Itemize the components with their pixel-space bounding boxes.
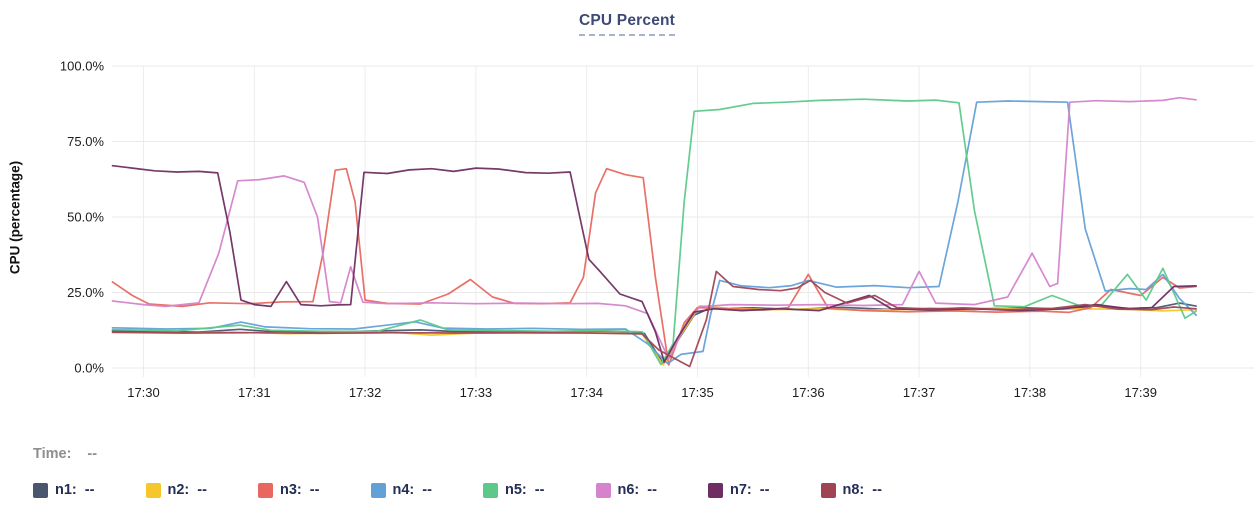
legend-swatch-n7 [708, 482, 723, 498]
legend-swatch-n4 [370, 482, 386, 498]
legend-swatch-n3 [258, 482, 273, 498]
legend-value-n6: -- [647, 482, 657, 498]
series-n3-line [111, 167, 1197, 366]
x-tick-label: 17:35 [681, 385, 714, 400]
cpu-chart[interactable]: 0.0%25.0%50.0%75.0%100.0% 17:30 17:31 17:3… [0, 38, 1254, 450]
x-tick-label: 17:37 [903, 385, 936, 400]
y-tick-label: 50.0% [67, 210, 104, 225]
x-tick-label: 17:32 [349, 385, 382, 400]
legend-item-n6[interactable]: n6: -- [595, 482, 671, 498]
x-tick-label: 17:36 [792, 385, 825, 400]
legend-item-n2[interactable]: n2: -- [145, 482, 221, 498]
x-tick-label: 17:30 [127, 385, 160, 400]
chart-header: CPU Percent [0, 12, 1254, 36]
series-n5-line [111, 98, 1197, 366]
legend-swatch-n2 [145, 482, 161, 498]
legend-swatch-n8 [820, 482, 836, 498]
legend-item-n5[interactable]: n5: -- [483, 482, 558, 498]
x-tick-label: 17:33 [460, 385, 493, 400]
x-tick-label: 17:34 [570, 385, 603, 400]
legend-label-n1: n1: [55, 482, 77, 498]
time-value: -- [87, 446, 98, 462]
legend-item-n7[interactable]: n7: -- [708, 482, 783, 498]
legend-item-n3[interactable]: n3: -- [258, 482, 333, 498]
legend-label-n3: n3: [280, 482, 302, 498]
legend-value-n7: -- [759, 482, 770, 498]
legend-value-n3: -- [309, 482, 320, 498]
x-axis-tick-labels: 17:30 17:31 17:32 17:33 17:34 17:35 17:36 17:37… [127, 385, 1157, 400]
legend-value-n5: -- [534, 482, 545, 498]
y-tick-label: 0.0% [74, 361, 104, 376]
time-readout: Time: -- [33, 446, 97, 462]
legend-value-n1: -- [84, 482, 95, 498]
series-n4-line [111, 100, 1197, 365]
series-lines [111, 96, 1197, 368]
legend-value-n8: -- [872, 482, 882, 498]
legend-value-n4: -- [422, 482, 432, 498]
series-n8-line [111, 270, 1197, 368]
legend-label-n5: n5: [505, 482, 527, 498]
y-tick-label: 100.0% [60, 59, 105, 74]
legend-label-n8: n8: [842, 482, 865, 498]
legend-item-n8[interactable]: n8: -- [820, 482, 896, 498]
vertical-gridlines [143, 66, 1142, 377]
y-tick-label: 75.0% [67, 134, 104, 149]
x-tick-label: 17:39 [1124, 385, 1157, 400]
legend-item-n4[interactable]: n4: -- [370, 482, 446, 498]
x-tick-label: 17:31 [238, 385, 271, 400]
legend-value-n2: -- [197, 482, 207, 498]
legend-swatch-n5 [483, 482, 498, 498]
series-n6-line [111, 96, 1197, 360]
y-axis-tick-labels: 0.0% 25.0% 50.0% 75.0% 100.0% [60, 59, 105, 376]
y-axis-title: CPU (percentage) [7, 160, 23, 275]
legend-label-n6: n6: [617, 482, 640, 498]
series-n7-line [111, 164, 1197, 363]
x-tick-label: 17:38 [1014, 385, 1047, 400]
legend-item-n1[interactable]: n1: -- [33, 482, 108, 498]
time-label: Time: [33, 446, 72, 462]
y-tick-label: 25.0% [67, 285, 104, 300]
legend-label-n7: n7: [730, 482, 752, 498]
legend-swatch-n1 [33, 482, 48, 498]
chart-title[interactable]: CPU Percent [578, 12, 676, 36]
series-n2-line [111, 304, 1197, 366]
legend-swatch-n6 [595, 482, 611, 498]
legend-label-n4: n4: [392, 482, 415, 498]
series-legend: n1: -- n2: -- n3: -- n4: -- n5: -- n6: -- n7: -- n8: -- [33, 482, 933, 498]
legend-label-n2: n2: [167, 482, 190, 498]
